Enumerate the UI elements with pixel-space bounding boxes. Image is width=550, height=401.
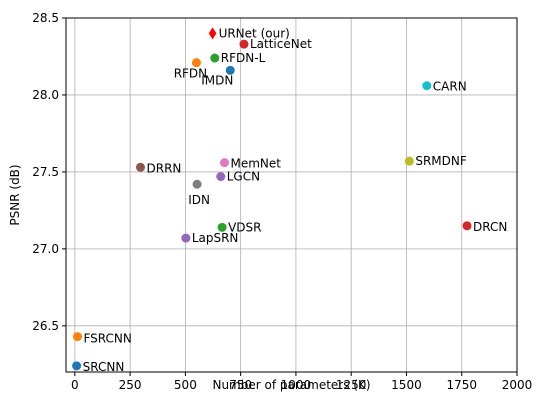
point-fsrcnn [72, 332, 82, 342]
label-drrn: DRRN [147, 161, 182, 175]
y-tick-label: 26.5 [32, 319, 59, 333]
plot-frame [65, 17, 518, 373]
x-tick-label: 1500 [391, 378, 422, 392]
x-axis-label: Number of parameters (K) [212, 378, 370, 392]
label-rfdn: RFDN [174, 67, 207, 81]
y-tick-label: 27.0 [32, 242, 59, 256]
label-urnet-our: URNet (our) [219, 26, 290, 40]
label-fsrcnn: FSRCNN [83, 332, 131, 346]
y-axis-ticks: 26.5 27.0 27.5 28.0 28.5 [32, 11, 66, 333]
label-vdsr: VDSR [228, 220, 261, 234]
grid [66, 17, 518, 372]
label-memnet: MemNet [231, 157, 282, 171]
y-tick-label: 27.5 [32, 165, 59, 179]
x-tick-label: 250 [119, 378, 142, 392]
label-srmdnf: SRMDNF [415, 154, 467, 168]
y-axis-label: PSNR (dB) [8, 164, 22, 225]
point-rfdn-l [210, 53, 220, 63]
label-idn: IDN [188, 193, 210, 207]
label-lgcn: LGCN [227, 170, 260, 184]
point-idn [192, 179, 202, 189]
point-imdn [225, 65, 235, 75]
label-latticenet: LatticeNet [250, 37, 312, 51]
label-rfdn-l: RFDN-L [221, 51, 266, 65]
point-carn [422, 81, 432, 91]
y-tick-label: 28.0 [32, 88, 59, 102]
point-latticenet [239, 39, 249, 49]
label-drcn: DRCN [473, 220, 507, 234]
point-drcn [462, 221, 472, 231]
x-tick-label: 1000 [281, 378, 312, 392]
point-lapsrn [181, 233, 191, 243]
point-memnet [220, 158, 230, 168]
point-srcnn [72, 361, 82, 371]
label-lapsrn: LapSRN [192, 231, 239, 245]
point-lgcn [216, 172, 226, 182]
y-tick-label: 28.5 [32, 11, 59, 25]
point-rfdn [191, 58, 201, 68]
point-drrn [136, 162, 146, 172]
point-srmdnf [404, 156, 414, 166]
x-tick-label: 1250 [336, 378, 367, 392]
x-tick-label: 2000 [502, 378, 533, 392]
label-imdn: IMDN [201, 73, 233, 87]
x-tick-label: 500 [174, 378, 197, 392]
x-axis-ticks: 0 250 500 750 1000 1250 1500 1750 2000 [71, 372, 532, 392]
x-tick-label: 1750 [446, 378, 477, 392]
label-srcnn: SRCNN [83, 360, 125, 374]
label-carn: CARN [433, 80, 467, 94]
point-vdsr [217, 222, 227, 232]
x-tick-label: 0 [71, 378, 79, 392]
x-tick-label: 750 [229, 378, 252, 392]
point-urnet-our [208, 27, 217, 40]
